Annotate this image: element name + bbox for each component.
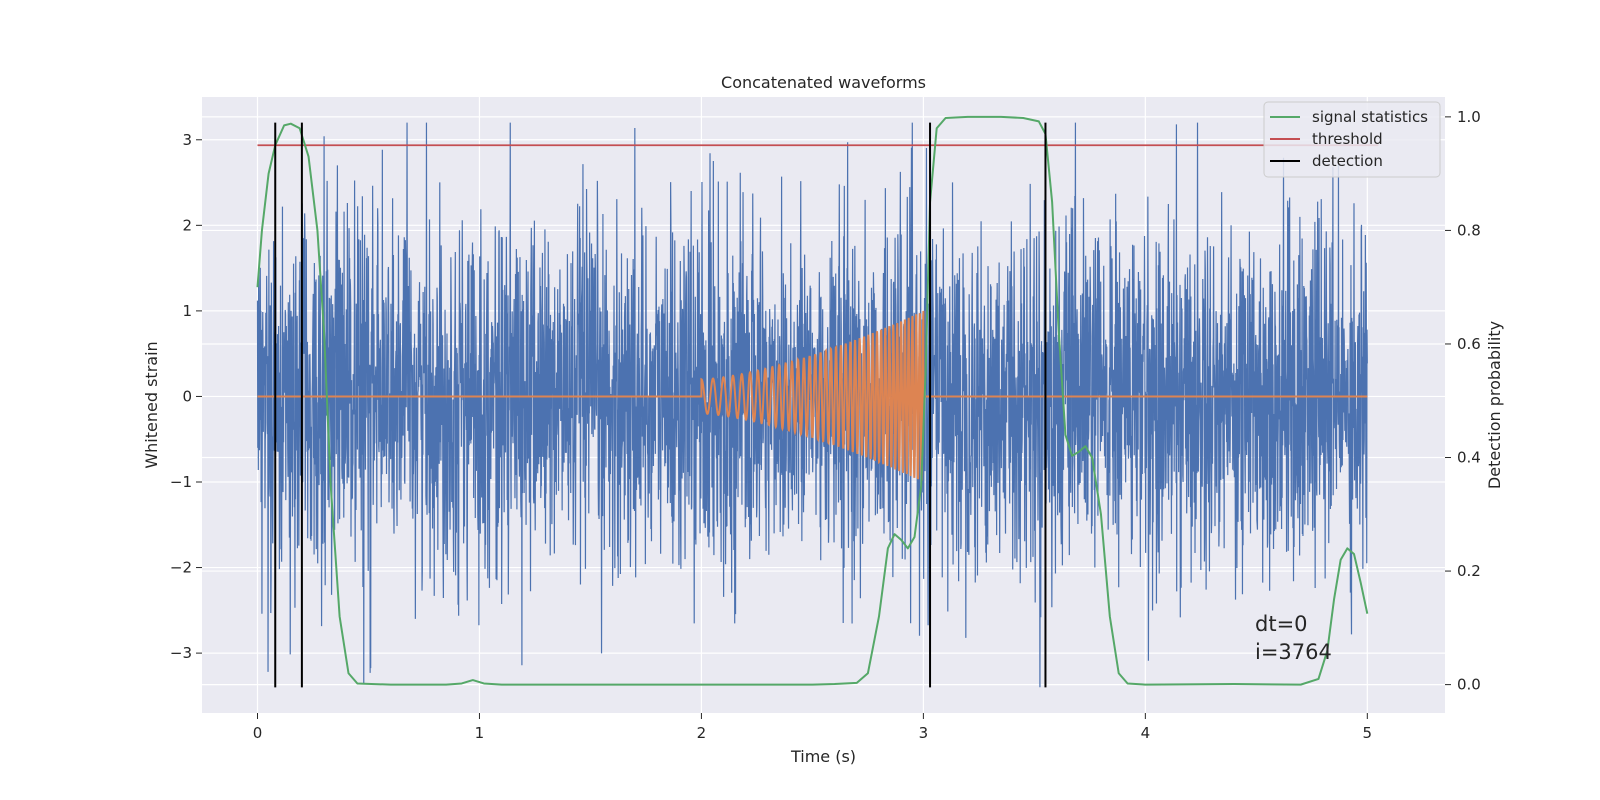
y-tick-label-right: 0.2 — [1457, 562, 1481, 580]
y-tick-label-left: 3 — [182, 131, 192, 149]
y-tick-label-right: 1.0 — [1457, 108, 1481, 126]
y-tick-label-left: 0 — [182, 387, 192, 405]
x-tick-label: 0 — [253, 724, 263, 742]
axes: 0 1 2 3 4 5 −3 −2 −1 0 1 2 3 0.0 0.2 0.4 0.6 0.8 1.0 — [170, 108, 1481, 742]
noise-series-line — [256, 122, 1368, 688]
annotation-index: i=3764 — [1255, 640, 1332, 664]
y-tick-label-left: −2 — [170, 559, 192, 577]
annotation-dt: dt=0 — [1255, 612, 1308, 636]
y-tick-label-right: 0.0 — [1457, 676, 1481, 694]
plot-area — [256, 115, 1379, 688]
waveform-series-line — [257, 310, 1368, 481]
x-tick-label: 1 — [475, 724, 485, 742]
y-tick-label-left: 1 — [182, 302, 192, 320]
legend-label-threshold: threshold — [1312, 130, 1383, 148]
y-axis-label-right: Detection probability — [1485, 321, 1504, 489]
y-tick-label-left: 2 — [182, 216, 192, 234]
y-tick-label-right: 0.4 — [1457, 449, 1481, 467]
legend-label-detection: detection — [1312, 152, 1383, 170]
legend-label-signal-statistics: signal statistics — [1312, 108, 1428, 126]
y-tick-label-left: −1 — [170, 473, 192, 491]
x-tick-label: 4 — [1141, 724, 1151, 742]
y-tick-label-left: −3 — [170, 644, 192, 662]
legend: signal statistics threshold detection — [1263, 101, 1441, 178]
signal-statistics-line — [256, 115, 1369, 686]
x-axis-label: Time (s) — [790, 747, 856, 766]
y-axis-label-left: Whitened strain — [142, 341, 161, 468]
x-tick-label: 2 — [697, 724, 707, 742]
x-tick-label: 5 — [1363, 724, 1373, 742]
x-tick-label: 3 — [919, 724, 929, 742]
chart-title: Concatenated waveforms — [721, 73, 926, 92]
y-tick-label-right: 0.8 — [1457, 221, 1481, 239]
legend-box — [1263, 101, 1441, 178]
y-tick-label-right: 0.6 — [1457, 335, 1481, 353]
